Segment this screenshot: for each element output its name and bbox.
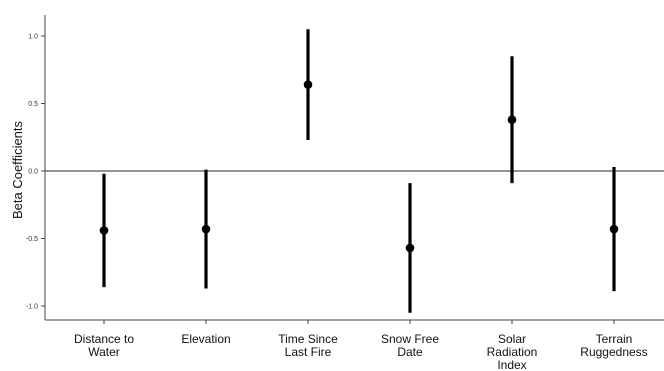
points-layer <box>99 80 619 253</box>
point-estimate <box>609 224 619 234</box>
y-tick-label: 1.0 <box>28 34 38 41</box>
x-tick-label-line: Last Fire <box>285 345 332 359</box>
x-tick-label-line: Index <box>497 358 526 371</box>
x-tick-label: Terrain Ruggedness <box>580 332 647 359</box>
y-ticks-layer: 1.0 0.5 0.0 -0.5 -1.0 <box>26 34 45 311</box>
x-tick-label: Elevation <box>181 332 230 346</box>
point-estimate <box>405 243 415 253</box>
point-estimate <box>201 224 211 234</box>
x-tick-label-line: Time Since <box>278 332 338 346</box>
x-tick-label-line: Distance to <box>74 332 134 346</box>
x-tick-label-line: Snow Free <box>381 332 439 346</box>
x-tick-label-line: Date <box>397 345 423 359</box>
y-tick-label: -0.5 <box>26 236 38 243</box>
y-tick-label: 0.0 <box>28 169 38 176</box>
x-tick-label-line: Elevation <box>181 332 230 346</box>
x-tick-label: Distance to Water <box>74 332 134 359</box>
x-ticks-layer: Distance to Water Elevation Time Since Last … <box>74 320 648 371</box>
x-tick-label-line: Radiation <box>487 345 538 359</box>
x-tick-label-line: Water <box>88 345 120 359</box>
x-tick-label: Solar Radiation Index <box>487 332 538 371</box>
point-estimate <box>99 226 109 235</box>
point-estimate <box>507 115 517 124</box>
y-tick-label: 0.5 <box>28 101 38 108</box>
point-estimate <box>303 80 313 89</box>
x-tick-label-line: Terrain <box>596 332 633 346</box>
x-tick-label: Time Since Last Fire <box>278 332 338 359</box>
y-tick-label: -1.0 <box>26 304 38 311</box>
y-axis-title: Beta Coefficients <box>10 120 25 219</box>
x-tick-label-line: Solar <box>498 332 526 346</box>
x-tick-label-line: Ruggedness <box>580 345 647 359</box>
x-tick-label: Snow Free Date <box>381 332 439 359</box>
